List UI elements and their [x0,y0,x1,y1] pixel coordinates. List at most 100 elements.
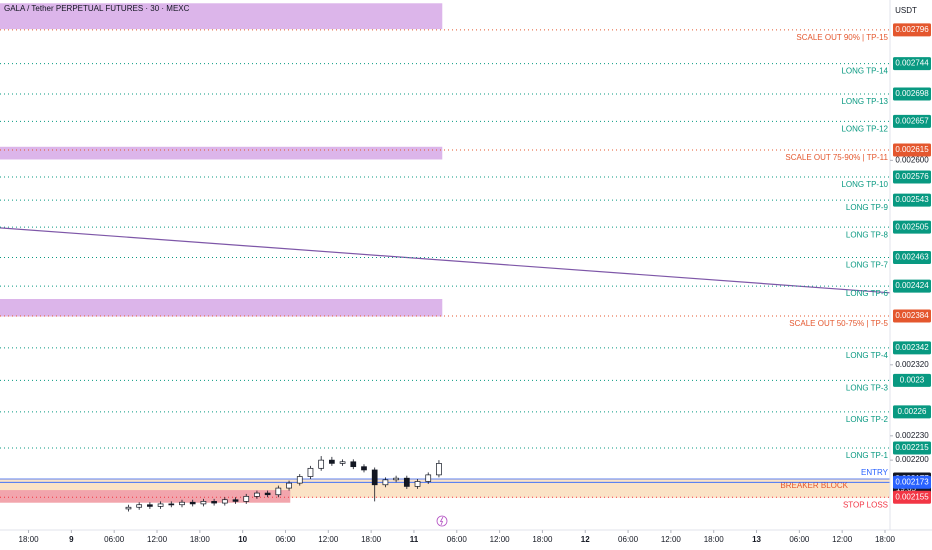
price-tag-label: 0.002155 [895,492,929,501]
x-tick-label: 10 [238,535,247,544]
level-label: SCALE OUT 90% | TP-15 [796,33,888,42]
x-tick-label: 12:00 [832,535,853,544]
x-tick-label: 18:00 [190,535,211,544]
level-label: LONG TP-14 [841,67,888,76]
zone [0,3,443,30]
price-tag-label: 0.002543 [895,195,929,204]
x-tick-label: 11 [410,535,419,544]
level-label: SCALE OUT 50-75% | TP-5 [789,319,888,328]
price-tag-label: 0.002744 [895,59,929,68]
lightning-icon [436,515,448,527]
candle-body [414,481,421,487]
x-tick-label: 13 [752,535,761,544]
level-label: LONG TP-2 [846,415,889,424]
price-tag-label: 0.002463 [895,253,929,262]
x-tick-label: 18:00 [875,535,896,544]
candles [125,456,442,512]
level-label: LONG TP-10 [841,180,888,189]
levels: SCALE OUT 90% | TP-15 LONG TP-14 LONG TP-1… [0,29,890,509]
candle-body [125,506,132,510]
x-tick-label: 18:00 [532,535,553,544]
candle-body [286,482,292,489]
price-tag [893,57,931,71]
x-tick-label: 06:00 [104,535,125,544]
level-label: LONG TP-6 [846,289,889,298]
x-tick-label: 06:00 [275,535,296,544]
candle-body [318,459,325,469]
candle-body [361,466,367,471]
candle-body [382,479,389,486]
candle-body [350,461,357,468]
candle-body [275,487,282,496]
candle-body [339,461,346,464]
chart-title: GALA / Tether PERPETUAL FUTURES · 30 · M… [4,4,190,13]
price-tag [893,309,931,323]
zone-label: BREAKER BLOCK [780,481,848,490]
zone [0,146,443,160]
level-label: LONG TP-13 [841,97,888,106]
price-tag-label: 0.002698 [895,89,929,98]
level-label: LONG TP-12 [841,125,888,134]
price-tag-label: 0.002384 [895,311,929,320]
candle-body [243,496,250,502]
price-tag [893,405,931,419]
x-tick-label: 06:00 [618,535,639,544]
price-tag-label: 0.0023 [900,375,925,384]
x-tick-label: 06:00 [447,535,468,544]
price-tag [893,170,931,184]
price-tag [893,341,931,355]
x-tick-label: 12:00 [661,535,682,544]
candle-body [254,492,260,497]
candle-body [221,499,228,504]
level-label: SCALE OUT 75-90% | TP-11 [785,153,888,162]
price-tag-label: 0.002424 [895,281,929,290]
y-tick-label: 0.002600 [895,155,929,164]
level-label: LONG TP-3 [846,383,889,392]
level-label: LONG TP-7 [846,261,889,270]
price-tag [893,143,931,157]
level-label: LONG TP-8 [846,230,889,239]
candle-body [296,476,303,484]
y-tick-label: 0.002320 [895,360,929,369]
candle-body [329,459,335,464]
candle-body [168,503,175,506]
zone [0,299,443,317]
price-tag [893,490,931,504]
candle-body [403,477,410,487]
x-tick-label: 12:00 [318,535,339,544]
level-label: LONG TP-9 [846,203,889,212]
y-tick-label: 0.002200 [895,455,929,464]
candle-body [179,501,185,506]
candle-body [425,474,432,482]
x-tick-label: 12:00 [147,535,168,544]
candle-body [436,463,442,476]
candle-body [307,467,314,477]
x-tick-label: 12 [581,535,590,544]
candle-body [147,504,153,507]
candle-body [393,477,399,481]
candle-body [157,503,164,507]
price-tag-label: 0.00226 [898,407,927,416]
level-label: ENTRY [861,468,889,477]
candle-body [232,499,239,502]
x-tick-label: 18:00 [704,535,725,544]
zone [0,490,291,503]
price-tag-label: 0.002576 [895,172,929,181]
price-tag [893,114,931,128]
currency: USDT [895,6,917,15]
level-label: STOP LOSS [843,500,888,509]
level-label: LONG TP-4 [846,351,889,360]
price-tag [893,441,931,455]
price-tag [893,87,931,101]
level-label: LONG TP-1 [846,451,889,460]
candle-body [264,492,271,496]
price-tag [893,373,931,387]
candle-body [136,504,143,508]
price-tag-label: 0.002505 [895,222,929,231]
y-tick-label: 0.002230 [895,431,929,440]
price-tag-label: 0.002615 [895,145,929,154]
candle-body [200,501,207,505]
x-tick-label: 18:00 [361,535,382,544]
